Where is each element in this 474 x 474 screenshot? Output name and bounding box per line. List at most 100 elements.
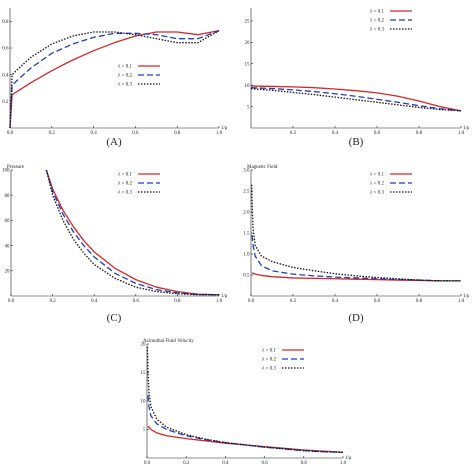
x-tick-label: 0.6 [374, 131, 381, 136]
chart-d: 0.0 0.2 0.4 0.6 0.8 1.0 0.5 1.0 1.5 2.0 2.5 3.0 1/ρ M… [243, 165, 470, 324]
x-tick-label: 0.6 [374, 299, 381, 304]
series-line-1 [251, 272, 461, 282]
legend-entry-label: λ = 0.2 [118, 182, 132, 187]
legend-entry-label: λ = 0.1 [118, 65, 132, 70]
y-tick-label: 2.5 [243, 190, 250, 195]
chart-c: 0.0 0.2 0.4 0.6 0.8 1.0 20 40 60 80 100 1/ρ Pressure… [2, 165, 228, 324]
series-line-3 [45, 169, 219, 296]
y-tick-label: 0.8 [2, 20, 9, 25]
y-tick-label: 5 [247, 105, 250, 110]
x-tick-label: 0.2 [49, 299, 56, 304]
x-tick-label: 0.0 [144, 461, 151, 466]
series-line-1 [147, 425, 344, 453]
legend: λ = 0.1 λ = 0.2 λ = 0.3 [262, 349, 304, 372]
x-tick-label: 1.0 [458, 131, 465, 136]
y-tick-label: 40 [5, 244, 11, 249]
x-tick-label: 0.8 [416, 131, 423, 136]
x-tick-label: 1.0 [216, 131, 223, 136]
panel-label: (D) [348, 312, 364, 324]
x-axis-label: 1/ρ [221, 294, 228, 299]
series-line-2 [147, 395, 344, 453]
x-tick-label: 0.2 [49, 131, 56, 136]
x-axis-label: 1/ρ [345, 456, 352, 461]
x-tick-label: 1.0 [340, 461, 347, 466]
y-axis-label: Azimuthal Fluid Velocity [143, 339, 194, 344]
y-axis-label: Pressure [7, 165, 25, 170]
y-tick-label: 20 [245, 41, 251, 46]
y-tick-label: 10 [141, 400, 147, 405]
x-axis-label: 1/ρ [463, 126, 470, 131]
y-tick-label: 1.0 [243, 253, 250, 258]
y-tick-label: 15 [245, 62, 251, 67]
x-tick-label: 0.6 [132, 131, 139, 136]
x-tick-label: 1.0 [458, 299, 465, 304]
series-line-2 [9, 30, 220, 129]
series-line-2 [250, 87, 462, 112]
y-tick-label: 25 [245, 20, 251, 25]
legend: λ = 0.1 λ = 0.2 λ = 0.3 [118, 65, 160, 88]
chart-e: 0.0 0.2 0.4 0.6 0.8 1.0 5 10 15 20 1/ρ Azimuthal Fl… [141, 339, 352, 466]
y-tick-label: 20 [5, 270, 11, 275]
panel-label: (C) [107, 312, 122, 324]
series-line-2 [251, 235, 461, 282]
legend: λ = 0.1 λ = 0.2 λ = 0.3 [370, 173, 412, 196]
legend-entry-label: λ = 0.1 [262, 349, 276, 354]
series-line-3 [250, 87, 462, 112]
y-tick-label: 20 [141, 343, 147, 348]
legend-entry-label: λ = 0.3 [370, 191, 384, 196]
legend-entry-label: λ = 0.3 [370, 28, 384, 33]
y-tick-label: 3.0 [243, 169, 250, 174]
legend-entry-label: λ = 0.1 [118, 173, 132, 178]
y-tick-label: 2.0 [243, 211, 250, 216]
y-tick-label: 60 [5, 219, 11, 224]
legend-entry-label: λ = 0.3 [118, 191, 132, 196]
x-tick-label: 0.2 [183, 461, 190, 466]
x-tick-label: 0.2 [290, 131, 297, 136]
series-line-3 [9, 30, 220, 129]
series-line-1 [9, 30, 220, 129]
legend-entry-label: λ = 0.1 [370, 173, 384, 178]
legend-entry-label: λ = 0.2 [370, 19, 384, 24]
x-tick-label: 0.4 [91, 299, 98, 304]
x-tick-label: 0.8 [416, 299, 423, 304]
chart-a: 0.0 0.2 0.4 0.6 0.8 1.0 0.2 0.4 0.6 0.8 1/ρ λ = 0.1… [2, 8, 228, 148]
y-tick-label: 5 [143, 428, 146, 433]
legend-entry-label: λ = 0.2 [118, 74, 132, 79]
series-line-3 [146, 346, 344, 453]
x-tick-label: 0.2 [290, 299, 297, 304]
legend-entry-label: λ = 0.1 [370, 10, 384, 15]
x-tick-label: 1.0 [216, 299, 223, 304]
x-axis-label: 1/ρ [221, 126, 228, 131]
series-line-2 [45, 169, 220, 296]
series-line-3 [250, 184, 461, 282]
y-tick-label: 10 [245, 84, 251, 89]
legend-entry-label: λ = 0.2 [262, 358, 276, 363]
legend-entry-label: λ = 0.3 [118, 83, 132, 88]
x-tick-label: 0.6 [261, 461, 268, 466]
x-tick-label: 0.4 [90, 131, 97, 136]
y-tick-label: 0.4 [2, 73, 9, 78]
x-tick-label: 0.0 [248, 299, 255, 304]
y-tick-label: 1.5 [243, 232, 250, 237]
y-tick-label: 80 [5, 194, 11, 199]
x-tick-label: 0.8 [174, 131, 181, 136]
x-axis-label: 1/ρ [463, 294, 470, 299]
legend-entry-label: λ = 0.3 [262, 367, 276, 372]
y-tick-label: 0.6 [2, 47, 9, 52]
panel-label: (A) [106, 136, 122, 148]
x-tick-label: 0.8 [174, 299, 181, 304]
x-tick-label: 0.6 [133, 299, 140, 304]
x-tick-label: 0.4 [332, 131, 339, 136]
y-tick-label: 100 [2, 169, 10, 174]
x-tick-label: 0.0 [7, 131, 14, 136]
legend: λ = 0.1 λ = 0.2 λ = 0.3 [370, 10, 412, 33]
panel-label: (B) [349, 136, 364, 148]
legend: λ = 0.1 λ = 0.2 λ = 0.3 [118, 173, 160, 196]
y-tick-label: 0.5 [243, 274, 250, 279]
y-tick-label: 15 [141, 371, 147, 376]
x-tick-label: 0.8 [301, 461, 308, 466]
series-line-1 [250, 85, 462, 112]
x-tick-label: 0.4 [332, 299, 339, 304]
y-tick-label: 0.2 [2, 100, 9, 105]
